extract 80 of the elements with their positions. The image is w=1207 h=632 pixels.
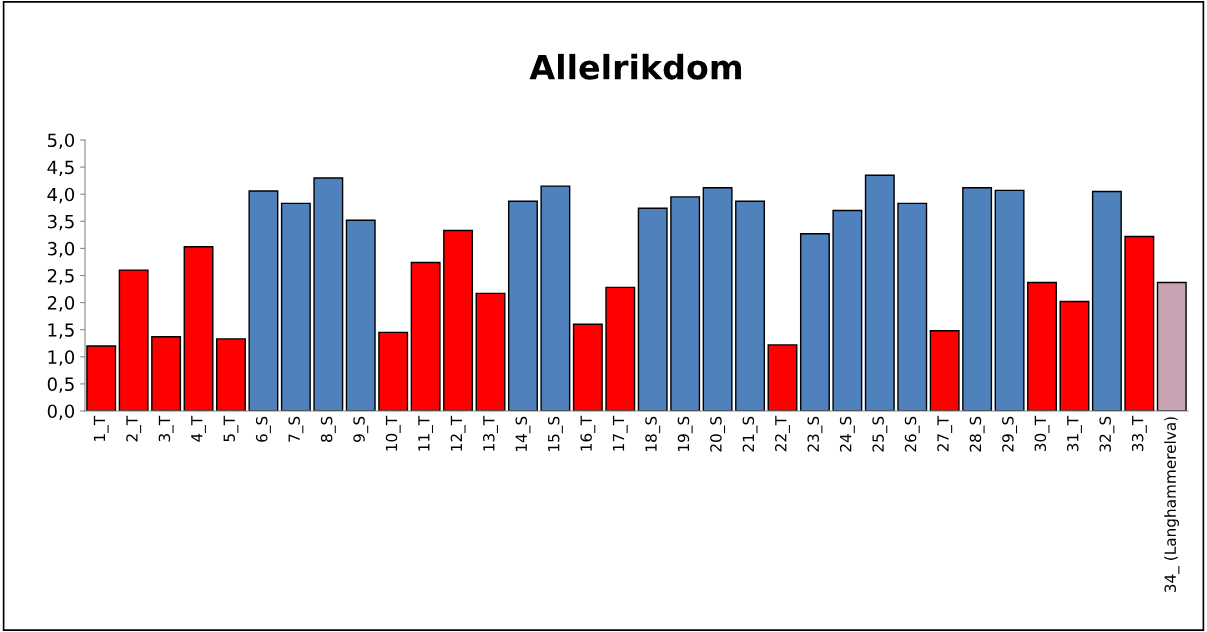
bar xyxy=(443,229,474,411)
x-tick-label: 12_T xyxy=(450,415,466,451)
x-tick-label: 7_S xyxy=(288,416,304,442)
y-tick-label: 3,5 xyxy=(47,214,74,231)
bar xyxy=(1059,300,1090,411)
y-tick-label: 2,5 xyxy=(47,268,74,285)
bar xyxy=(1124,235,1155,411)
y-tick-label: 3,0 xyxy=(47,241,75,258)
bar xyxy=(540,185,571,411)
bar xyxy=(735,200,766,411)
x-tick-label: 9_S xyxy=(353,416,369,442)
bar xyxy=(929,330,960,411)
y-tick-label: 0,0 xyxy=(47,404,75,420)
bar xyxy=(345,219,376,411)
bar xyxy=(897,202,928,411)
x-tick-label: 11_T xyxy=(418,415,434,451)
y-tick-label: 0,5 xyxy=(47,377,74,393)
x-tick-label: 22_T xyxy=(775,415,790,452)
x-tick-label: 2_T xyxy=(126,415,142,442)
bar xyxy=(1091,190,1122,411)
bar xyxy=(637,207,668,411)
x-tick-label: 21_S xyxy=(742,416,758,452)
x-tick-label: 4_T xyxy=(191,415,206,442)
bar xyxy=(151,336,182,411)
chart-title: Allelrikdom xyxy=(529,53,741,80)
bar xyxy=(962,187,993,411)
y-tick-label: 5,0 xyxy=(47,133,75,149)
y-tick-label: 4,5 xyxy=(47,160,74,177)
bar xyxy=(248,190,279,411)
x-tick-label: 29_S xyxy=(1002,416,1018,452)
bar xyxy=(799,233,830,411)
x-tick-label: 32_S xyxy=(1099,416,1115,452)
x-tick-label: 16_T xyxy=(580,415,596,451)
x-tick-label: 34_ (Langhammerelva) xyxy=(1164,417,1180,592)
bar xyxy=(86,345,117,411)
x-tick-label: 6_S xyxy=(255,416,271,442)
y-tick-label: 1,5 xyxy=(48,323,74,339)
bar xyxy=(572,323,603,411)
x-tick-label: 18_S xyxy=(645,416,661,451)
y-tick-label: 2,0 xyxy=(47,296,75,312)
bar xyxy=(864,174,895,411)
bar xyxy=(1156,281,1187,411)
x-tick-label: 30_T xyxy=(1034,415,1050,452)
bar xyxy=(280,202,311,411)
bar xyxy=(994,189,1025,411)
bar xyxy=(670,196,701,411)
bar xyxy=(832,209,863,411)
x-tick-label: 3_T xyxy=(158,415,174,442)
y-tick-label: 4,0 xyxy=(47,187,75,204)
x-tick-label: 10_T xyxy=(385,415,401,451)
bar xyxy=(605,286,636,411)
bar xyxy=(378,331,409,411)
x-tick-label: 1_T xyxy=(93,415,109,441)
bar xyxy=(313,177,344,411)
x-tick-label: 19_S xyxy=(677,416,693,451)
x-tick-label: 20_S xyxy=(710,416,726,452)
x-tick-label: 17_T xyxy=(612,415,628,451)
x-tick-label: 33_T xyxy=(1131,415,1147,452)
x-tick-label: 24_S xyxy=(839,416,855,452)
bar xyxy=(410,261,441,411)
bar xyxy=(507,200,538,411)
bar xyxy=(118,269,149,411)
x-tick-label: 14_S xyxy=(515,416,531,451)
bar xyxy=(216,338,246,411)
x-tick-label: 8_S xyxy=(320,416,336,442)
y-tick-label: 1,0 xyxy=(48,350,75,366)
bar xyxy=(475,292,506,411)
x-tick-label: 23_S xyxy=(807,416,823,452)
x-tick-label: 25_S xyxy=(872,416,888,452)
x-tick-label: 5_T xyxy=(223,415,239,442)
x-tick-label: 27_T xyxy=(937,415,953,452)
x-tick-label: 26_S xyxy=(904,416,920,452)
x-tick-label: 28_S xyxy=(969,416,985,452)
x-tick-label: 13_T xyxy=(483,415,498,451)
bar xyxy=(1027,281,1057,411)
x-tick-label: 15_S xyxy=(547,416,563,451)
bar xyxy=(702,187,733,411)
bar xyxy=(767,344,798,411)
x-tick-label: 31_T xyxy=(1066,415,1082,452)
bar xyxy=(183,246,214,411)
